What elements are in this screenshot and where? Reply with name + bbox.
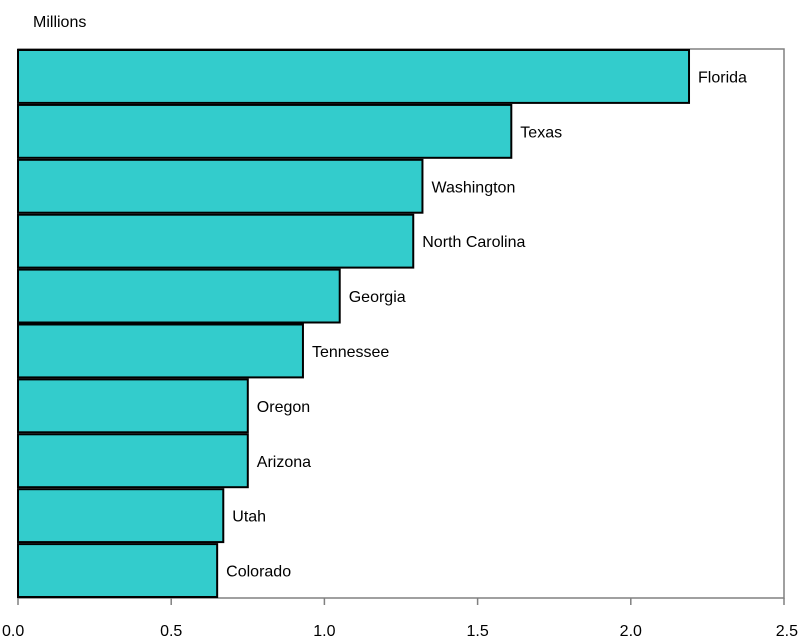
bar-colorado bbox=[17, 543, 219, 598]
bar-florida bbox=[17, 49, 691, 104]
category-label: Tennessee bbox=[312, 344, 389, 361]
x-tick-label: 1.5 bbox=[466, 623, 488, 640]
category-label: Florida bbox=[698, 69, 747, 86]
category-label: Oregon bbox=[257, 399, 310, 416]
x-tick-label: 2.0 bbox=[620, 623, 642, 640]
x-tick-label: 2.5 bbox=[776, 623, 798, 640]
category-label: Colorado bbox=[226, 564, 291, 581]
unit-label: Millions bbox=[33, 14, 86, 31]
category-label: North Carolina bbox=[422, 234, 525, 251]
x-tick-label: 1.0 bbox=[313, 623, 335, 640]
bar-utah bbox=[17, 488, 225, 544]
category-label: Washington bbox=[431, 179, 515, 196]
bar-tennessee bbox=[17, 323, 304, 379]
bar-arizona bbox=[17, 433, 249, 489]
category-label: Arizona bbox=[257, 454, 311, 471]
category-label: Texas bbox=[520, 124, 562, 141]
x-tick-label: 0.5 bbox=[160, 623, 182, 640]
bar-washington bbox=[17, 158, 424, 214]
category-label: Georgia bbox=[349, 289, 406, 306]
x-axis-ticks: 0.0 0.5 1.0 1.5 2.0 2.5 bbox=[2, 598, 798, 640]
bar-oregon bbox=[17, 378, 249, 434]
bar-georgia bbox=[17, 268, 341, 324]
category-label: Utah bbox=[232, 509, 266, 526]
x-tick-label: 0.0 bbox=[2, 623, 24, 640]
bar-labels-group: Florida Texas Washington North Carolina Geor… bbox=[226, 69, 747, 580]
bar-north-carolina bbox=[17, 213, 415, 269]
bar-texas bbox=[17, 103, 513, 159]
bars-group bbox=[17, 49, 691, 598]
